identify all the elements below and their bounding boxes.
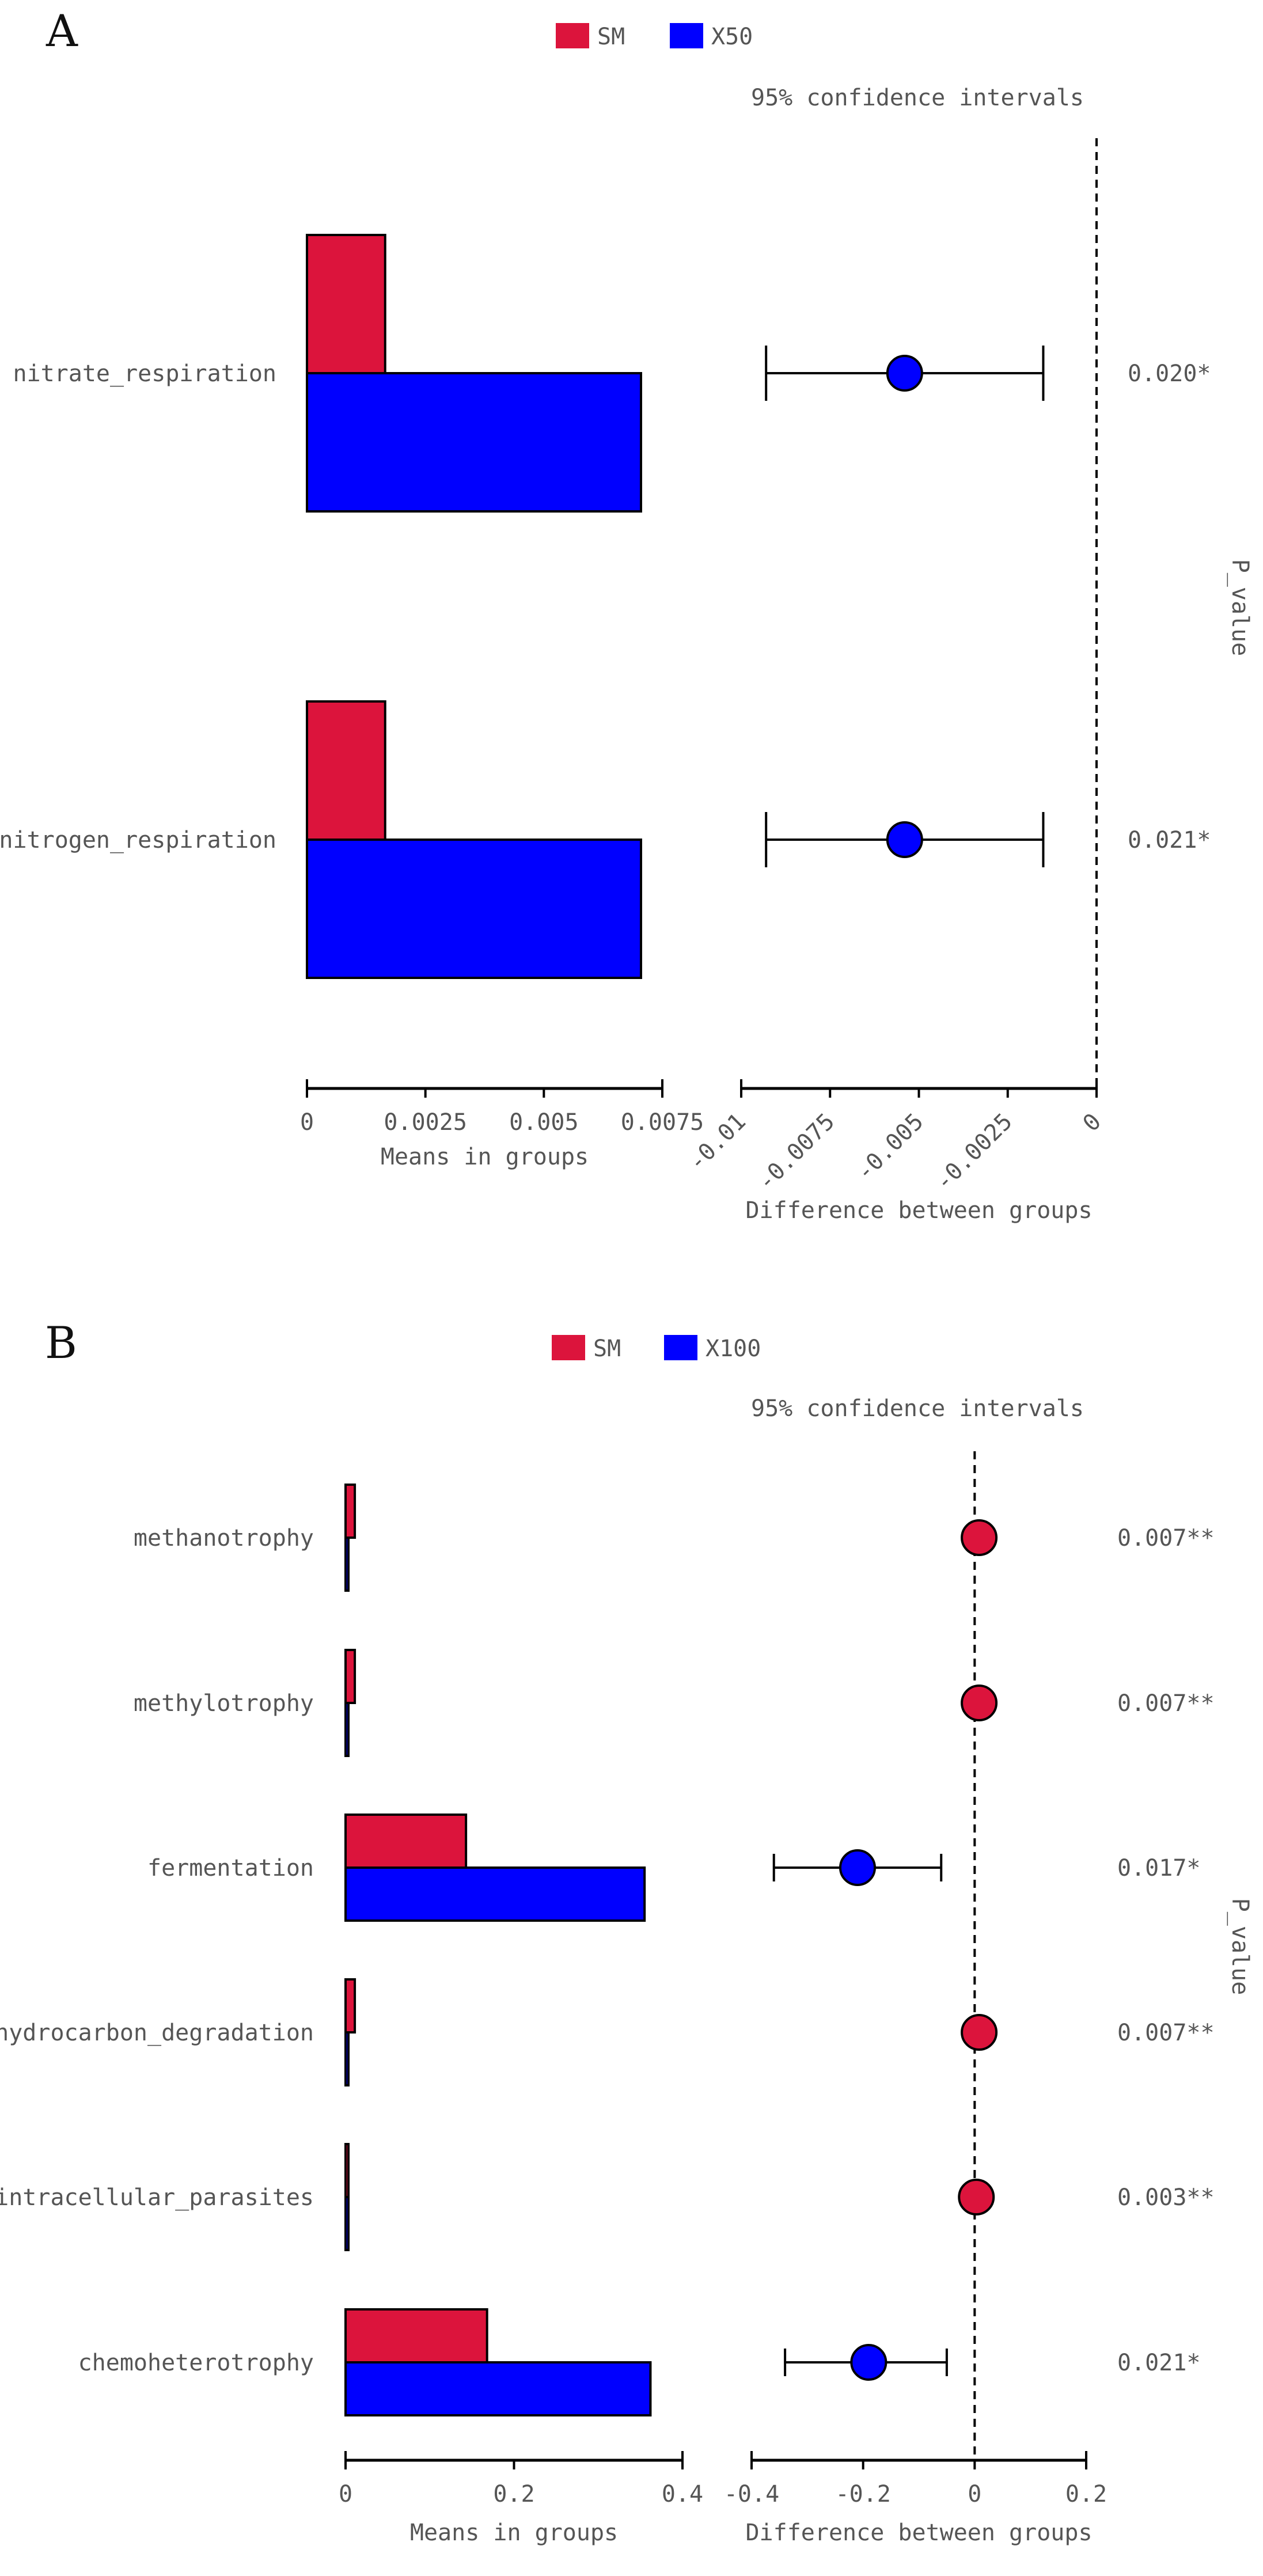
means-axis-title: Means in groups [381,1144,589,1170]
means-tick-label: 0 [300,1109,314,1136]
legend-label: SM [593,1336,621,1362]
bar-x100-fermentation [344,1866,646,1922]
legend-swatch [556,23,589,48]
p-value-text: 0.007** [1117,1525,1215,1551]
p-value-text: 0.003** [1117,2184,1215,2211]
category-label: nitrate_respiration [13,361,276,387]
legend-label: X100 [706,1336,761,1362]
p-value-text: 0.020* [1128,361,1211,387]
ci-tick-label: -0.4 [724,2481,779,2507]
means-tick-label: 0 [339,2481,352,2507]
p-value-text: 0.017* [1117,1855,1201,1881]
category-label: methanotrophy [134,1525,314,1551]
category-label: fermentation [147,1855,314,1881]
ci-axis-title: Difference between groups [745,2520,1092,2546]
ci-title: 95% confidence intervals [751,85,1084,111]
bar-sm-hydrocarbon_degradation [344,1978,356,2034]
means-tick-label: 0.4 [662,2481,703,2507]
category-label: nitrogen_respiration [0,827,276,853]
means-tick-label: 0.0075 [621,1109,704,1136]
bar-x100-methylotrophy [344,1702,350,1757]
bar-x100-chemoheterotrophy [344,2361,652,2416]
ci-point-nitrate_respiration [886,355,923,392]
bar-sm-chemoheterotrophy [344,2308,488,2363]
legend-swatch [664,1335,697,1360]
ci-point-methylotrophy [961,1685,998,1721]
legend-label: X50 [711,24,753,50]
means-tick-label: 0.0025 [384,1109,467,1136]
means-tick-label: 0.2 [493,2481,534,2507]
panel-letter-B: B [45,1317,77,1368]
ci-point-hydrocarbon_degradation [961,2014,998,2051]
ci-tick-label: 0.2 [1065,2481,1107,2507]
bar-x100-methanotrophy [344,1537,350,1592]
bar-sm-methanotrophy [344,1484,356,1539]
p-value-text: 0.021* [1128,827,1211,853]
ci-tick-label: -0.2 [836,2481,891,2507]
p-value-text: 0.021* [1117,2350,1201,2376]
category-label: chemoheterotrophy [78,2350,314,2376]
legend-swatch [552,1335,585,1360]
ci-axis-title: Difference between groups [745,1197,1092,1224]
bar-sm-methylotrophy [344,1649,356,1704]
bar-x50-nitrogen_respiration [306,839,642,979]
bar-sm-fermentation [344,1814,468,1869]
bar-x100-intracellular_parasites [344,2196,350,2251]
category-label: hydrocarbon_degradation [0,2020,314,2046]
ci-point-chemoheterotrophy [850,2344,887,2381]
ci-point-intracellular_parasites [958,2179,995,2215]
bar-x100-hydrocarbon_degradation [344,2031,350,2086]
means-axis-title: Means in groups [410,2520,618,2546]
ci-tick-label: 0 [968,2481,981,2507]
category-label: intracellular_parasites [0,2184,314,2211]
legend-label: SM [597,24,625,50]
ci-tick-label: -0.0075 [753,1109,840,1196]
p-value-axis-label: P_value [1227,559,1253,657]
bar-sm-nitrate_respiration [306,234,386,374]
bar-sm-intracellular_parasites [344,2143,350,2198]
panel-letter-A: A [45,5,78,56]
p-value-text: 0.007** [1117,2020,1215,2046]
means-tick-label: 0.005 [509,1109,578,1136]
p-value-axis-label: P_value [1227,1898,1253,1995]
category-label: methylotrophy [134,1690,314,1717]
ci-point-methanotrophy [961,1519,998,1556]
bar-sm-nitrogen_respiration [306,700,386,841]
ci-tick-label: -0.005 [851,1109,929,1186]
ci-point-nitrogen_respiration [886,821,923,858]
ci-point-fermentation [839,1849,876,1886]
legend-swatch [670,23,703,48]
ci-title: 95% confidence intervals [751,1395,1084,1422]
ci-tick-label: 0 [1078,1109,1107,1137]
ci-tick-label: -0.0025 [930,1109,1018,1196]
p-value-text: 0.007** [1117,1690,1215,1717]
bar-x50-nitrate_respiration [306,372,642,513]
